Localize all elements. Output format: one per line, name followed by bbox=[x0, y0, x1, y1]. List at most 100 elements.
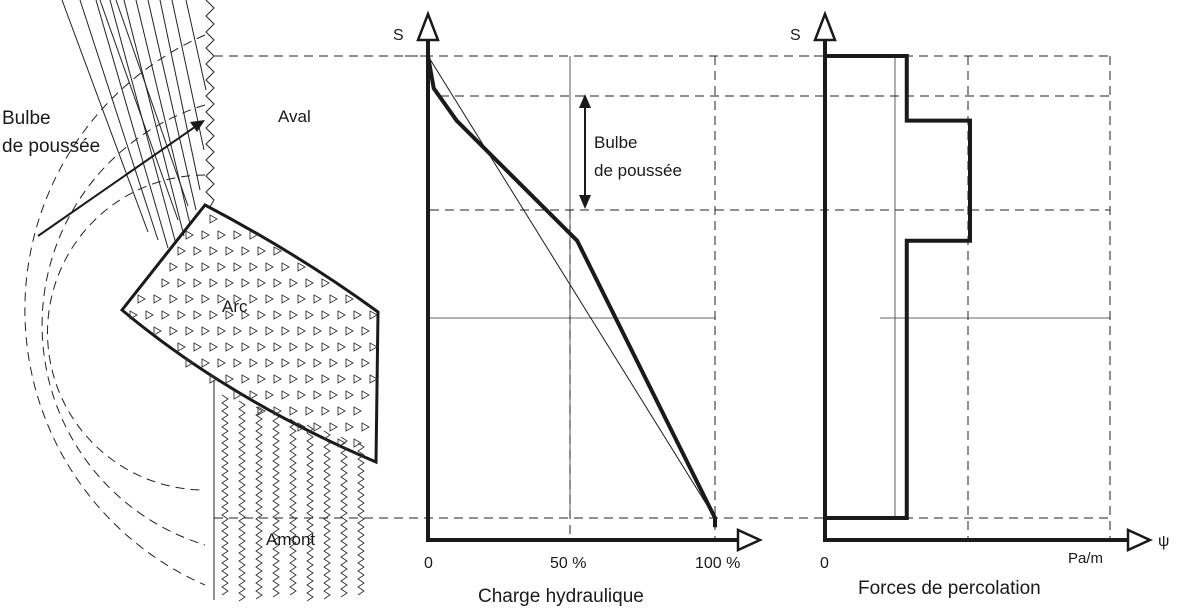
arch-triangle-19 bbox=[265, 262, 274, 272]
arch-triangle-112 bbox=[369, 374, 378, 384]
arch-triangle-35 bbox=[169, 294, 178, 304]
arch-triangle-4 bbox=[233, 230, 242, 240]
wave-column-5 bbox=[306, 424, 314, 602]
reference-lines bbox=[214, 55, 1110, 519]
arch-triangle-115 bbox=[265, 390, 274, 400]
arch-triangle-128 bbox=[353, 406, 362, 416]
arch-triangle-40 bbox=[249, 294, 258, 304]
arch-triangle-53 bbox=[225, 310, 234, 320]
arch-triangle-49 bbox=[161, 310, 170, 320]
arch-triangle-9 bbox=[225, 246, 234, 256]
arch-triangle-30 bbox=[289, 278, 298, 288]
charge-title: Charge hydraulique bbox=[478, 586, 644, 607]
arch-triangle-26 bbox=[225, 278, 234, 288]
charge-s-label: S bbox=[393, 27, 404, 44]
arch-triangle-68 bbox=[233, 326, 242, 336]
series-line-0 bbox=[825, 54, 972, 520]
arch-triangle-81 bbox=[241, 342, 250, 352]
arch-triangle-131 bbox=[329, 422, 338, 432]
arch-triangle-103 bbox=[225, 374, 234, 384]
arch-triangle-45 bbox=[329, 294, 338, 304]
arch-triangle-88 bbox=[353, 342, 362, 352]
arch-triangle-42 bbox=[281, 294, 290, 304]
arch-triangle-130 bbox=[313, 422, 322, 432]
arch-triangle-109 bbox=[321, 374, 330, 384]
arch-triangle-5 bbox=[249, 230, 258, 240]
arch-triangle-107 bbox=[289, 374, 298, 384]
arch-triangle-48 bbox=[145, 310, 154, 320]
forces-percolation-chart: S 0 Pa/m ψ Forces de percolation bbox=[790, 10, 1169, 599]
arch-triangle-127 bbox=[337, 406, 346, 416]
series-line-0 bbox=[426, 55, 717, 528]
bulb-arc-2 bbox=[41, 104, 206, 546]
arch-triangle-64 bbox=[169, 326, 178, 336]
arch-triangle-28 bbox=[257, 278, 266, 288]
arch-triangle-82 bbox=[257, 342, 266, 352]
arch-triangle-105 bbox=[257, 374, 266, 384]
arch-triangle-94 bbox=[249, 358, 258, 368]
arch-triangle-0 bbox=[209, 214, 218, 224]
arch-triangle-132 bbox=[345, 422, 354, 432]
arch-triangle-74 bbox=[329, 326, 338, 336]
cross-section: Bulbe de poussée Aval Arc Amont bbox=[2, 0, 380, 602]
arch-triangle-51 bbox=[193, 310, 202, 320]
arch-triangle-129 bbox=[297, 422, 306, 432]
arch-triangle-63 bbox=[153, 326, 162, 336]
arch-triangle-46 bbox=[345, 294, 354, 304]
arch-triangle-59 bbox=[321, 310, 330, 320]
arc-label: Arc bbox=[222, 297, 248, 316]
forces-s-label: S bbox=[790, 27, 801, 44]
arch-triangle-102 bbox=[209, 374, 218, 384]
arch-triangle-120 bbox=[345, 390, 354, 400]
arch-triangle-23 bbox=[177, 278, 186, 288]
arch-triangle-73 bbox=[313, 326, 322, 336]
arch-triangle-123 bbox=[273, 406, 282, 416]
rock-wall bbox=[205, 0, 215, 208]
arch-triangle-21 bbox=[297, 262, 306, 272]
left-bulb-label-2: de poussée bbox=[2, 136, 100, 157]
arch-triangle-85 bbox=[305, 342, 314, 352]
arch-triangle-55 bbox=[257, 310, 266, 320]
arch-triangle-44 bbox=[313, 294, 322, 304]
arch-triangle-111 bbox=[353, 374, 362, 384]
bulb-pointer-arrow bbox=[37, 121, 203, 237]
bulb-arc-3 bbox=[47, 174, 206, 491]
arch-triangle-41 bbox=[265, 294, 274, 304]
charge-hydraulique-chart: Bulbe de poussée S 0 50 % 100 % Charge h… bbox=[393, 10, 764, 607]
arch-triangle-125 bbox=[305, 406, 314, 416]
arch-triangle-38 bbox=[217, 294, 226, 304]
upstream-rock-pattern bbox=[221, 394, 365, 602]
forces-unit-label: Pa/m bbox=[1068, 550, 1103, 567]
rock-hatching bbox=[61, 0, 207, 249]
arch-triangle-89 bbox=[369, 342, 378, 352]
arch-triangle-135 bbox=[353, 438, 362, 448]
arch-triangle-76 bbox=[361, 326, 370, 336]
arch-triangle-50 bbox=[177, 310, 186, 320]
forces-series bbox=[825, 54, 972, 520]
arch-triangle-25 bbox=[209, 278, 218, 288]
arch-triangle-118 bbox=[313, 390, 322, 400]
arch-triangle-121 bbox=[361, 390, 370, 400]
arch-triangle-79 bbox=[209, 342, 218, 352]
arch-triangle-93 bbox=[233, 358, 242, 368]
arch-triangle-69 bbox=[249, 326, 258, 336]
arch-triangle-39 bbox=[233, 294, 242, 304]
arch-triangle-61 bbox=[353, 310, 362, 320]
arch-triangle-33 bbox=[137, 294, 146, 304]
arch-triangle-75 bbox=[345, 326, 354, 336]
arch-triangle-113 bbox=[233, 390, 242, 400]
charge-series bbox=[426, 55, 717, 528]
bulb-pointer-arrowhead bbox=[190, 120, 205, 132]
arch-triangle-70 bbox=[265, 326, 274, 336]
arch-triangle-95 bbox=[265, 358, 274, 368]
wave-column-1 bbox=[238, 400, 246, 602]
arch-triangle-62 bbox=[369, 310, 378, 320]
arch-triangle-11 bbox=[257, 246, 266, 256]
arch-triangle-52 bbox=[209, 310, 218, 320]
arch-triangle-119 bbox=[329, 390, 338, 400]
forces-psi-label: ψ bbox=[1158, 533, 1169, 550]
arch-triangle-71 bbox=[281, 326, 290, 336]
arch-triangle-6 bbox=[177, 246, 186, 256]
arch-triangle-60 bbox=[337, 310, 346, 320]
forces-x-arrowhead bbox=[1126, 528, 1154, 552]
